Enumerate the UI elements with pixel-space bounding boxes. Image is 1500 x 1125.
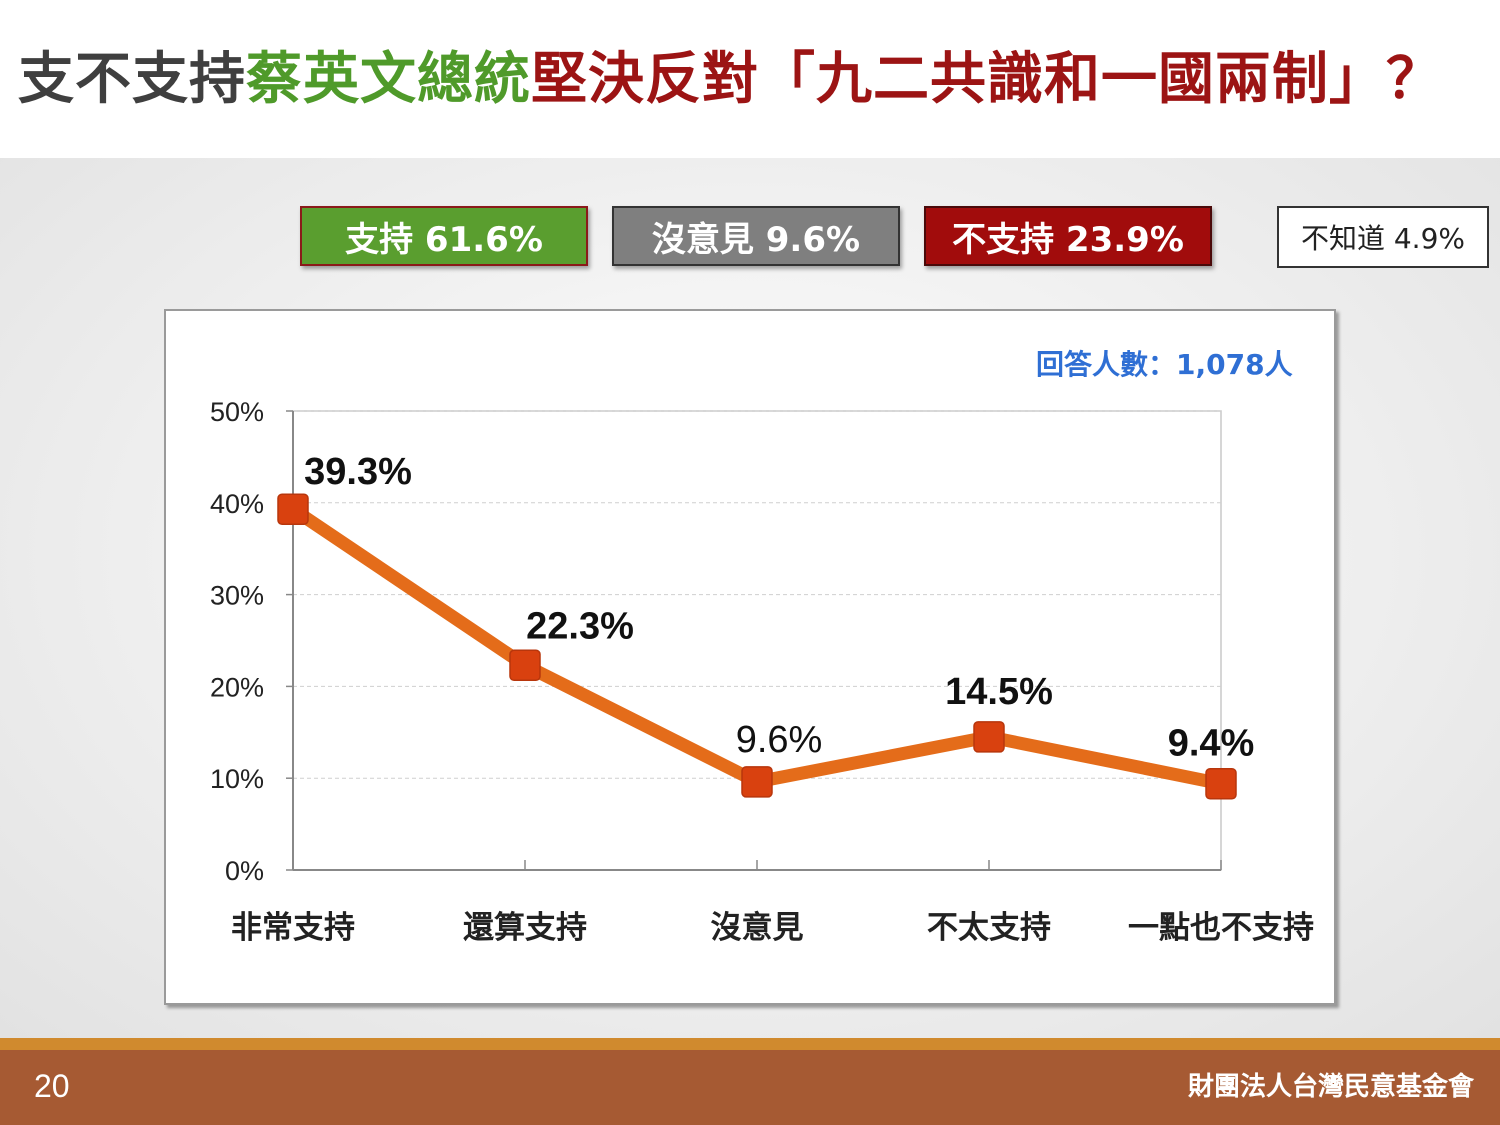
data-label: 22.3% [526, 605, 634, 647]
x-tick-label: 非常支持 [231, 910, 355, 946]
summary-support-badge: 支持 61.6% [300, 206, 588, 266]
chart-frame [164, 309, 1336, 1005]
data-point [741, 766, 773, 798]
footer-bar [0, 1050, 1500, 1125]
data-label: 39.3% [304, 451, 412, 493]
footer-stripe [0, 1038, 1500, 1050]
x-tick-label: 一點也不支持 [1128, 910, 1314, 946]
line-chart: 0% 10% 20% 30% 40% 50% 非常支持 還算支持 沒意見 不太支持 一點也不支持 39… [210, 397, 1314, 946]
data-label: 9.4% [1168, 723, 1255, 765]
y-tick-label: 40% [210, 489, 264, 519]
x-tick-label: 還算支持 [463, 910, 587, 946]
page-number: 20 [34, 1068, 70, 1104]
y-tick-label: 0% [225, 856, 264, 886]
plot-area [292, 410, 1222, 871]
title-part-subject: 蔡英文總統 [246, 47, 531, 112]
data-label: 9.6% [736, 719, 823, 761]
page-title: 支不支持蔡英文總統堅決反對「九二共識和一國兩制」？ [18, 40, 1443, 120]
title-part-question: 支不支持 [18, 47, 246, 112]
summary-unknown-badge: 不知道 4.9% [1277, 206, 1489, 268]
title-bar: 支不支持蔡英文總統堅決反對「九二共識和一國兩制」？ [0, 0, 1500, 158]
y-tick-label: 20% [210, 672, 264, 702]
organization-name: 財團法人台灣民意基金會 [1187, 1072, 1474, 1102]
y-tick-label: 30% [210, 581, 264, 611]
summary-oppose-badge: 不支持 23.9% [924, 206, 1212, 266]
data-point [973, 721, 1005, 753]
x-tick-label: 不太支持 [927, 910, 1051, 946]
summary-neutral-badge: 沒意見 9.6% [612, 206, 900, 266]
title-part-topic: 堅決反對「九二共識和一國兩制」？ [531, 47, 1443, 112]
data-point [277, 493, 309, 525]
y-tick-label: 10% [210, 764, 264, 794]
x-tick-label: 沒意見 [711, 910, 804, 946]
data-label: 14.5% [945, 671, 1053, 713]
y-tick-label: 50% [210, 397, 264, 427]
data-point [509, 649, 541, 682]
data-point [1205, 767, 1237, 800]
sample-size-note: 回答人數：1,078人 [1036, 348, 1293, 381]
